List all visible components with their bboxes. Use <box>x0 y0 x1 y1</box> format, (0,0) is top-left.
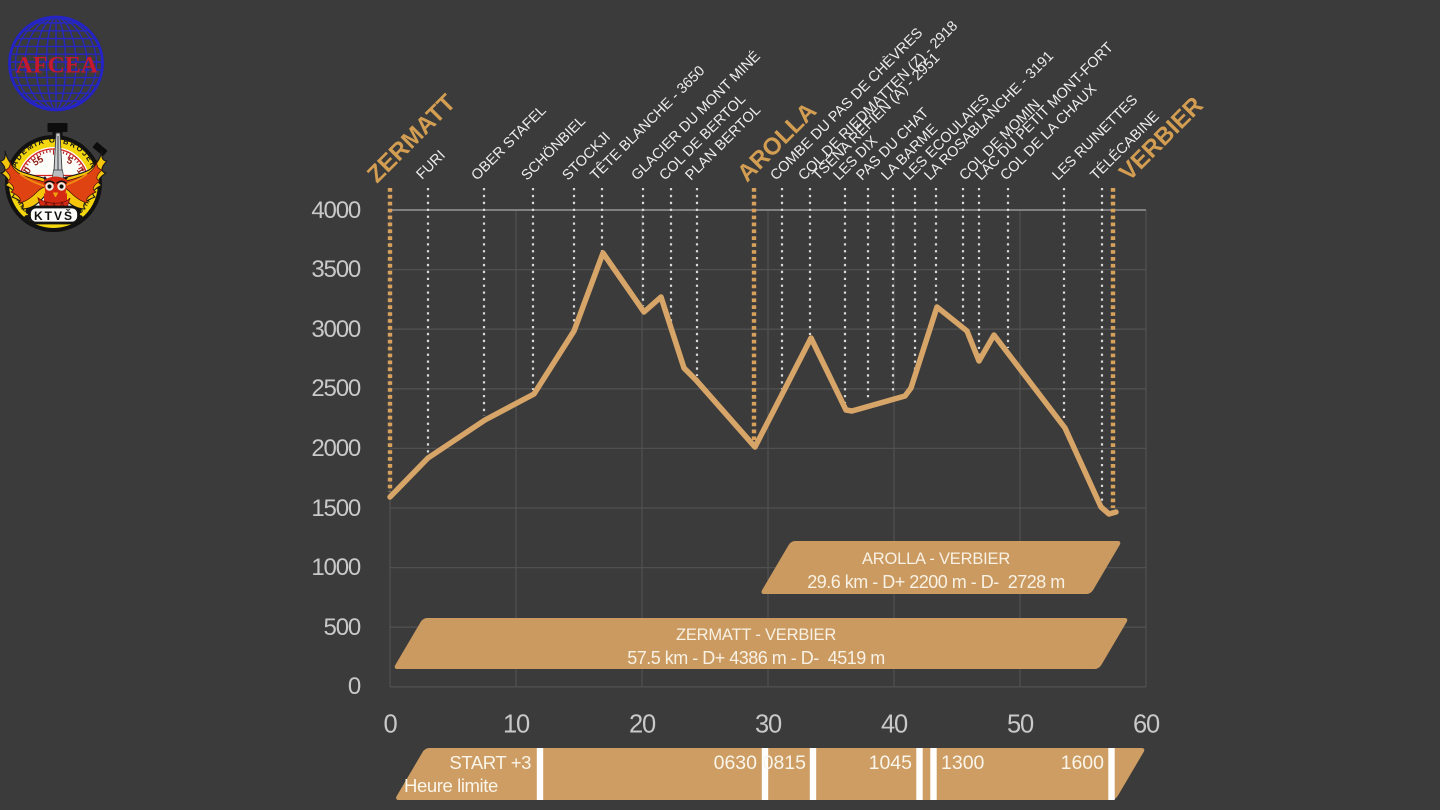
svg-text:Heure limite: Heure limite <box>404 775 498 796</box>
svg-text:ZERMATT - VERBIER: ZERMATT - VERBIER <box>676 626 836 644</box>
svg-text:60: 60 <box>1133 711 1160 739</box>
svg-text:4000: 4000 <box>311 197 360 224</box>
svg-text:50: 50 <box>1007 711 1034 739</box>
svg-text:3500: 3500 <box>311 256 360 283</box>
svg-text:20: 20 <box>629 711 656 739</box>
svg-text:1000: 1000 <box>311 554 360 581</box>
svg-text:0815: 0815 <box>763 752 807 774</box>
svg-text:0: 0 <box>384 711 398 739</box>
svg-text:3000: 3000 <box>311 316 360 343</box>
svg-text:0: 0 <box>348 673 361 700</box>
svg-text:30: 30 <box>755 711 782 739</box>
svg-text:1500: 1500 <box>311 495 360 522</box>
svg-text:10: 10 <box>503 711 530 739</box>
svg-text:29.6 km - D+ 2200 m - D- 2728: 29.6 km - D+ 2200 m - D- 2728 m <box>807 572 1065 592</box>
svg-text:1600: 1600 <box>1061 752 1105 774</box>
svg-text:5: 5 <box>65 155 75 168</box>
svg-text:40: 40 <box>881 711 908 739</box>
svg-text:AFCEA: AFCEA <box>16 53 98 79</box>
svg-text:500: 500 <box>324 614 361 641</box>
svg-text:1300: 1300 <box>941 752 985 774</box>
svg-text:START +3: START +3 <box>449 752 531 773</box>
svg-text:0630: 0630 <box>714 752 758 774</box>
svg-text:KTVŠ: KTVŠ <box>34 208 74 223</box>
svg-text:1045: 1045 <box>869 752 913 774</box>
svg-text:57.5 km - D+ 4386 m - D- 4519: 57.5 km - D+ 4386 m - D- 4519 m <box>627 648 885 668</box>
svg-text:2000: 2000 <box>311 435 360 462</box>
svg-text:2500: 2500 <box>311 375 360 402</box>
svg-text:AROLLA - VERBIER: AROLLA - VERBIER <box>862 550 1010 568</box>
